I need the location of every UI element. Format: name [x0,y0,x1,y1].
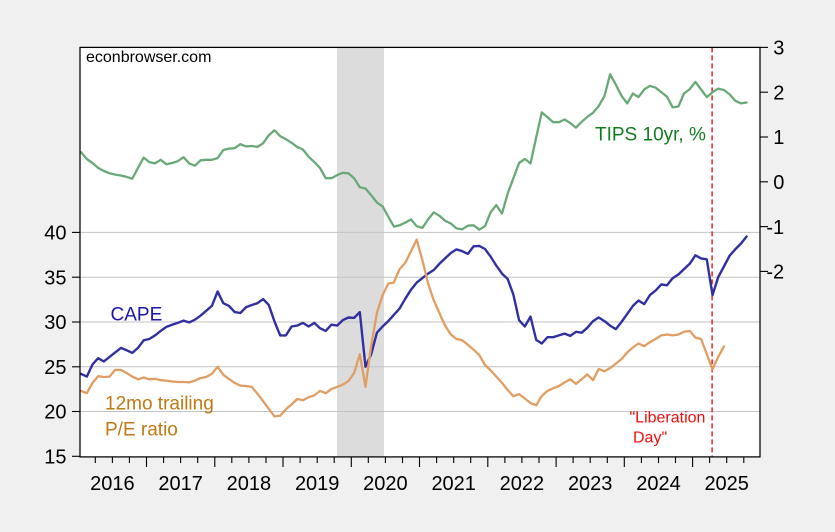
svg-text:2016: 2016 [90,473,135,495]
svg-text:-1: -1 [766,217,784,239]
svg-text:"Liberation: "Liberation [630,409,706,426]
svg-text:2024: 2024 [636,473,681,495]
svg-text:3: 3 [773,38,784,60]
svg-text:CAPE: CAPE [111,305,163,326]
svg-text:2019: 2019 [295,473,340,495]
svg-text:35: 35 [44,267,66,289]
svg-text:30: 30 [44,312,66,334]
svg-text:2020: 2020 [363,473,408,495]
svg-text:15: 15 [44,447,66,469]
svg-text:TIPS 10yr, %: TIPS 10yr, % [595,124,706,145]
svg-text:20: 20 [44,402,66,424]
svg-text:Day": Day" [633,430,667,447]
svg-text:-2: -2 [766,262,784,284]
svg-text:12mo trailing: 12mo trailing [105,394,214,415]
svg-text:25: 25 [44,357,66,379]
svg-text:2022: 2022 [500,473,545,495]
svg-text:econbrowser.com: econbrowser.com [86,49,211,66]
svg-text:0: 0 [773,172,784,194]
svg-text:40: 40 [44,223,66,245]
svg-text:1: 1 [773,127,784,149]
svg-text:2: 2 [773,82,784,104]
svg-text:2018: 2018 [227,473,272,495]
svg-text:2017: 2017 [158,473,203,495]
svg-text:2025: 2025 [704,473,749,495]
svg-text:2023: 2023 [568,473,613,495]
svg-text:P/E ratio: P/E ratio [105,419,178,440]
svg-text:2021: 2021 [431,473,476,495]
